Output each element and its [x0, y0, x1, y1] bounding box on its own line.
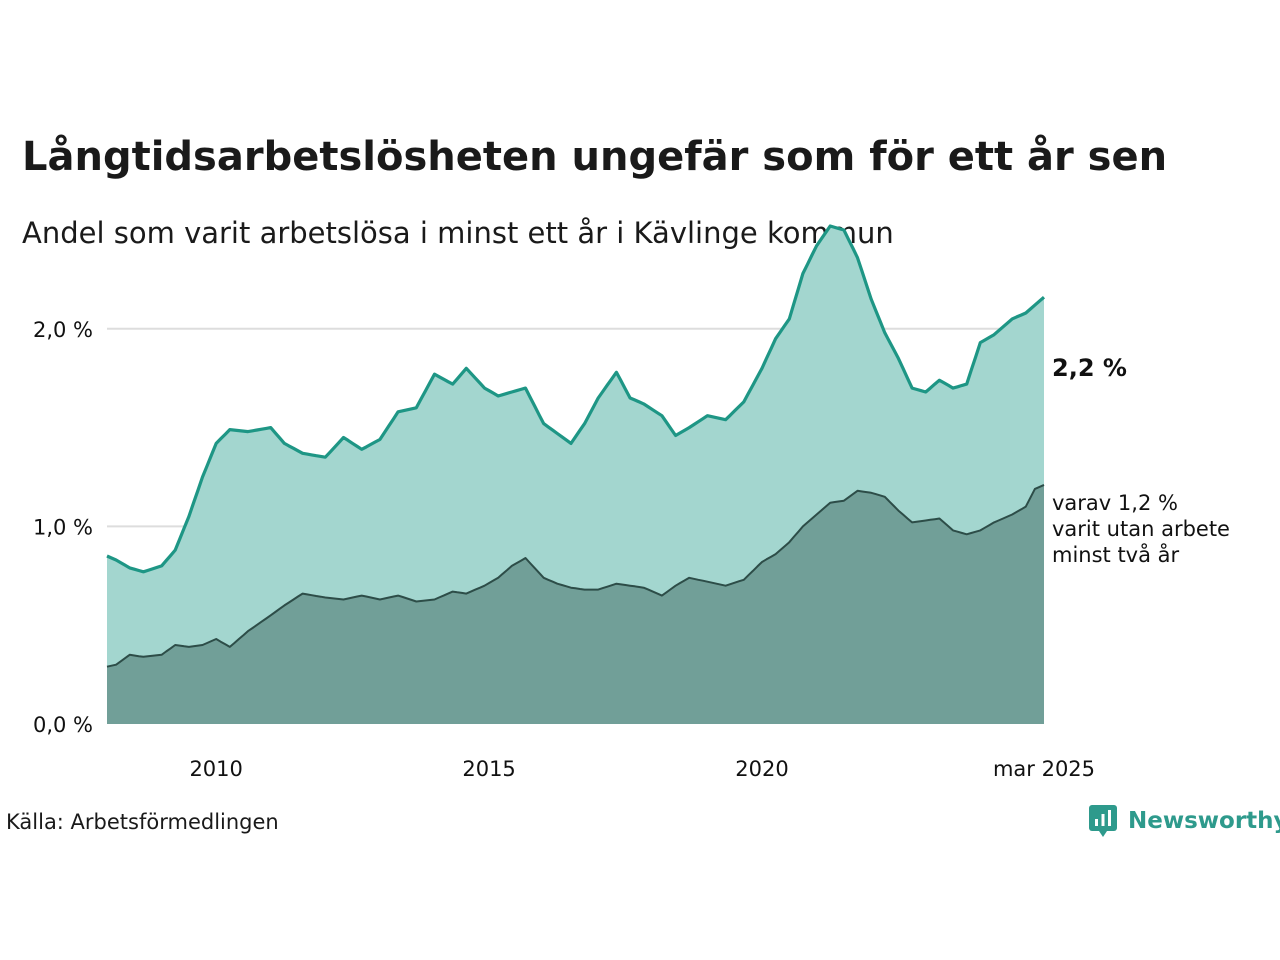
x-tick-label: 2010 [189, 757, 242, 781]
two-year-area [107, 484, 1044, 724]
end-label-two-year-line-2: varit utan arbete [1052, 517, 1230, 541]
y-tick-label: 1,0 % [33, 515, 93, 539]
brand-logo[interactable]: Newsworthy [1088, 804, 1280, 838]
source-note: Källa: Arbetsförmedlingen [6, 810, 279, 834]
end-label-total: 2,2 % [1052, 354, 1127, 382]
y-tick-label: 0,0 % [33, 713, 93, 737]
total-line [106, 224, 1046, 574]
end-label-two-year: varav 1,2 % varit utan arbete minst två … [1052, 491, 1237, 567]
x-tick-label: 2020 [735, 757, 788, 781]
x-tick-label: 2015 [462, 757, 515, 781]
newsworthy-logo-icon [1089, 805, 1117, 837]
chart-title: Långtidsarbetslösheten ungefär som för e… [22, 134, 1168, 180]
x-tick-label: mar 2025 [993, 757, 1095, 781]
y-tick-label: 2,0 % [33, 318, 93, 342]
y-axis: 0,0 % 1,0 % 2,0 % [33, 318, 93, 737]
chart-subtitle: Andel som varit arbetslösa i minst ett å… [22, 216, 894, 250]
end-label-two-year-line-1: varav 1,2 % [1052, 491, 1178, 515]
brand-name: Newsworthy [1128, 808, 1280, 834]
x-axis: 2010 2015 2020 mar 2025 [189, 757, 1095, 781]
two-year-line [106, 483, 1045, 668]
end-label-two-year-line-3: minst två år [1052, 542, 1180, 567]
